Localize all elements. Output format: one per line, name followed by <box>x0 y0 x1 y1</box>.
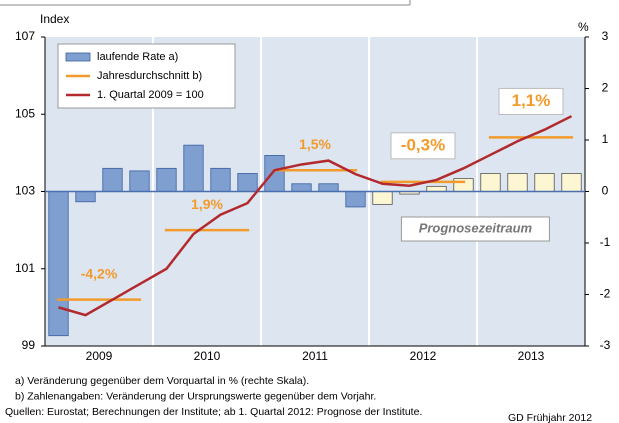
growth-label: 1,9% <box>191 196 223 212</box>
bar <box>345 191 366 208</box>
legend-swatch <box>65 52 91 62</box>
bar <box>291 183 312 192</box>
footnote: a) Veränderung gegenüber dem Vorquartal … <box>15 375 309 387</box>
y2-tick-label: 1 <box>602 132 609 146</box>
y-tick-label: 105 <box>15 106 35 120</box>
bar <box>183 144 204 192</box>
forecast-label: Prognosezeitraum <box>419 220 533 235</box>
y2-tick-label: -3 <box>600 338 611 352</box>
bar <box>48 191 69 337</box>
y-axis-label: Index <box>40 12 69 26</box>
bar <box>372 191 393 205</box>
index-line <box>58 115 573 317</box>
y-tick-label: 101 <box>15 261 35 275</box>
bar <box>426 185 447 192</box>
y2-axis-label: % <box>578 20 589 34</box>
x-tick-label: 2011 <box>302 349 328 363</box>
x-tick-label: 2013 <box>518 349 545 363</box>
growth-label: -0,3% <box>401 135 445 154</box>
y-tick-label: 103 <box>15 184 35 198</box>
y2-tick-label: 0 <box>602 184 609 198</box>
bar <box>507 173 528 192</box>
forecast-box <box>400 216 550 242</box>
bar <box>210 167 231 192</box>
bar <box>264 155 285 192</box>
growth-label: 1,1% <box>512 91 551 110</box>
y-tick-label: 107 <box>15 29 35 43</box>
y2-tick-label: -2 <box>600 287 611 301</box>
legend-label: Jahresdurchschnitt b) <box>97 70 202 82</box>
source-note: GD Frühjahr 2012 <box>508 412 592 423</box>
bar <box>75 191 96 203</box>
footnote: b) Zahlenangaben: Veränderung der Urspru… <box>15 390 376 402</box>
x-tick-label: 2010 <box>194 349 221 363</box>
legend-label: 1. Quartal 2009 = 100 <box>97 89 204 101</box>
legend-label: laufende Rate a) <box>97 51 178 63</box>
bar <box>561 173 582 192</box>
bar <box>156 167 177 192</box>
growth-label: -4,2% <box>81 265 118 281</box>
label-box <box>498 87 564 115</box>
x-tick-label: 2009 <box>86 349 113 363</box>
bar <box>480 173 501 192</box>
bar <box>534 173 555 192</box>
bar <box>102 167 123 192</box>
bar <box>129 170 150 192</box>
x-tick-label: 2012 <box>410 349 437 363</box>
y2-tick-label: -1 <box>600 235 611 249</box>
bar <box>318 183 339 192</box>
bar <box>237 173 258 192</box>
growth-label: 1,5% <box>299 136 331 152</box>
y2-tick-label: 2 <box>602 81 609 95</box>
label-box <box>390 132 456 160</box>
bar <box>453 178 474 192</box>
footnote: Quellen: Eurostat; Berechnungen der Inst… <box>5 406 422 418</box>
y-tick-label: 99 <box>22 338 36 352</box>
y2-tick-label: 3 <box>602 29 609 43</box>
